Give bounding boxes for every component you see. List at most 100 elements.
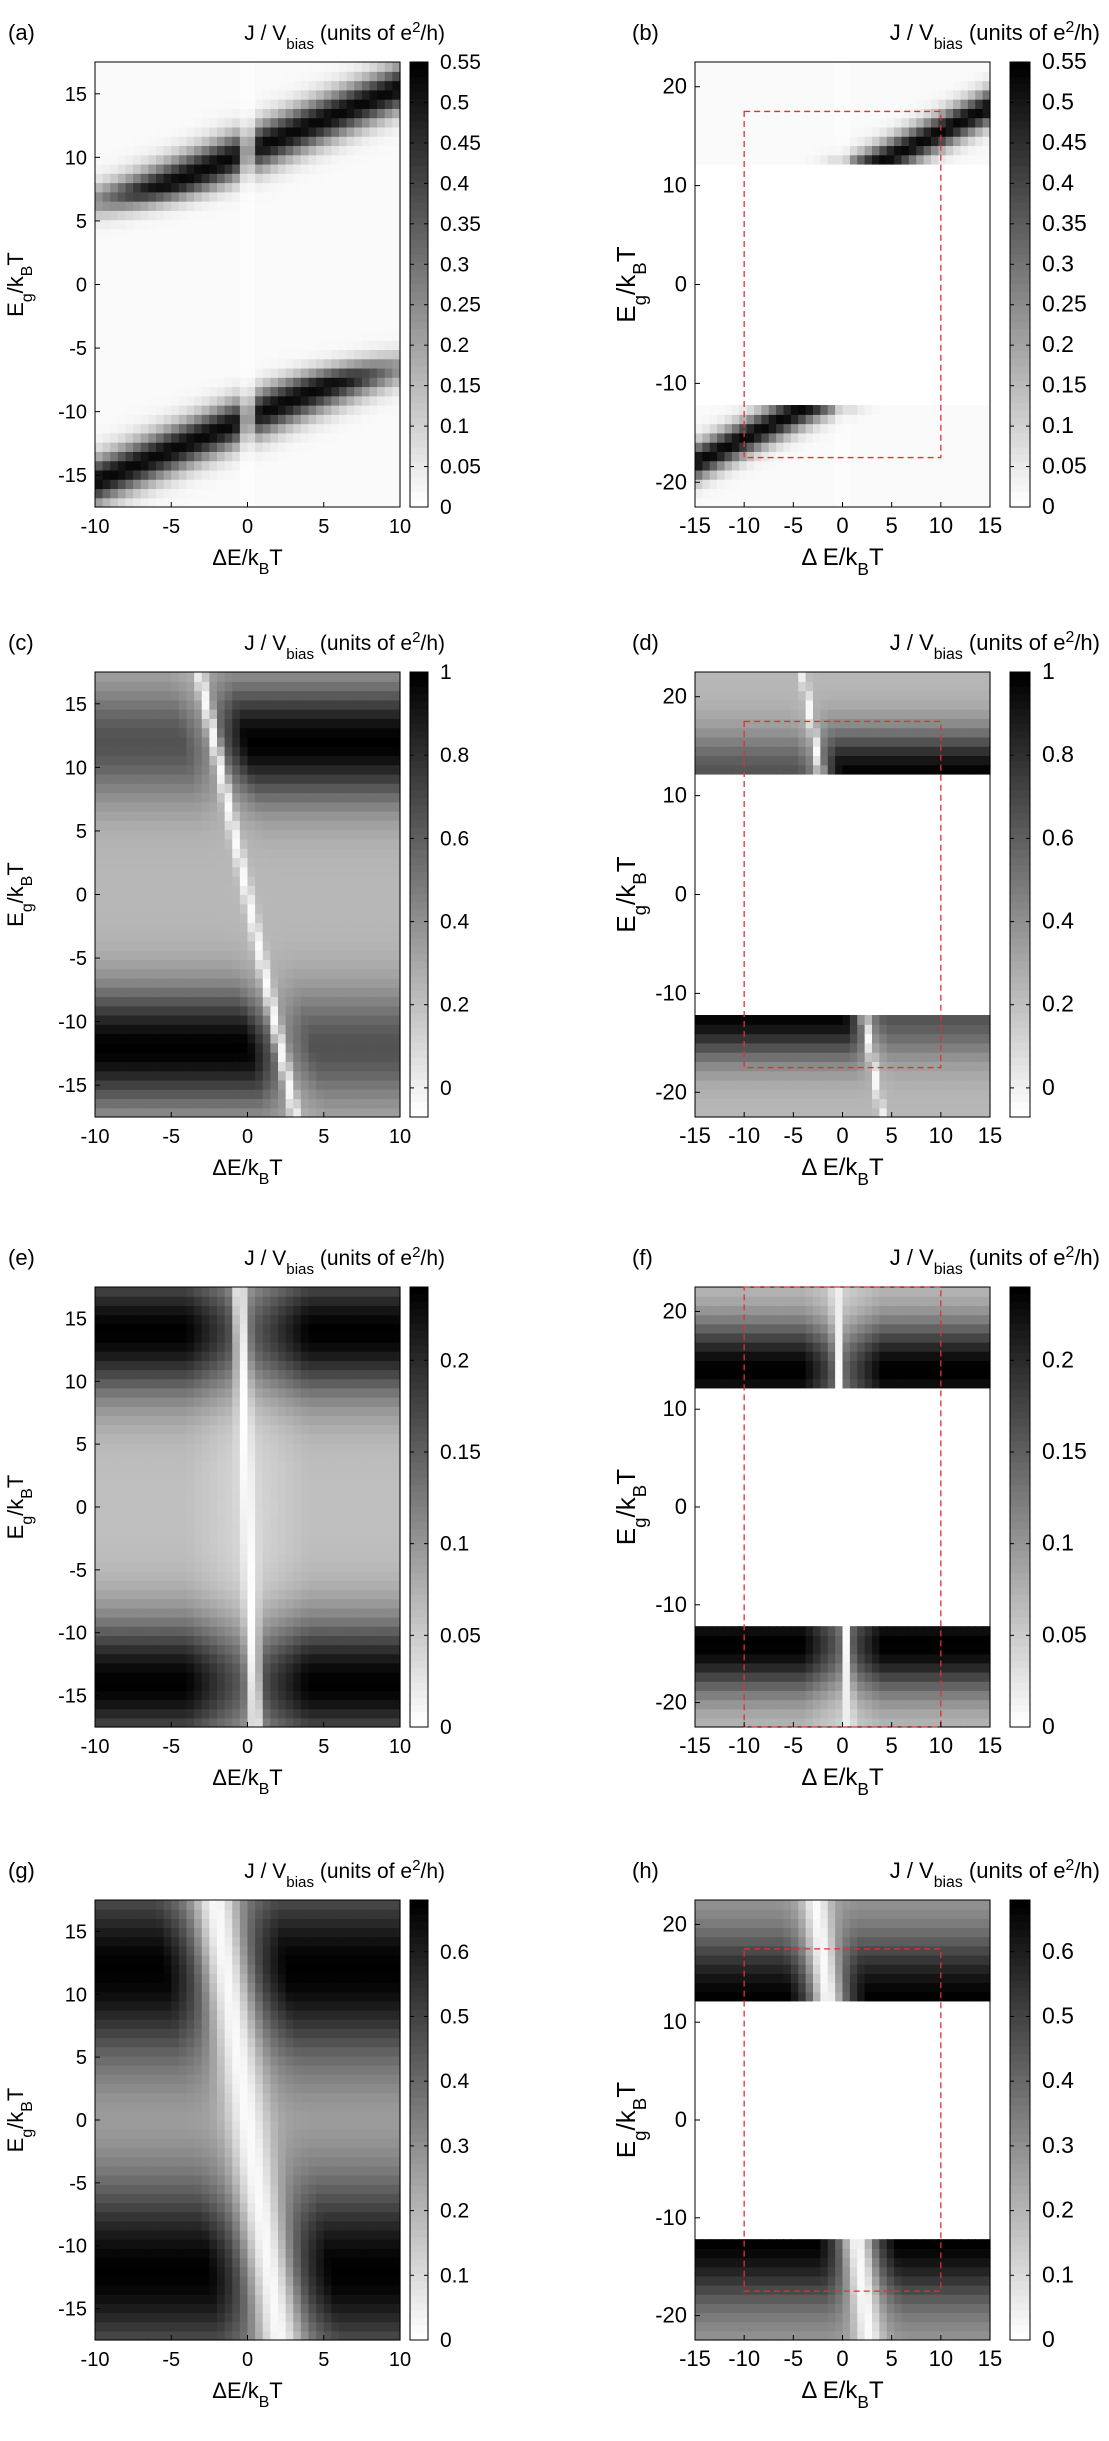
heatmap-cell — [117, 1052, 127, 1062]
heatmap-cell — [178, 163, 188, 174]
heatmap-cell — [232, 885, 241, 896]
heatmap-cell — [768, 497, 777, 508]
heatmap-cell — [239, 136, 249, 147]
heatmap-cell — [247, 275, 256, 286]
heatmap-cell — [102, 460, 111, 471]
heatmap-cell — [209, 99, 218, 109]
heatmap-cell — [171, 987, 180, 998]
heatmap-cell — [805, 451, 814, 462]
heatmap-cell — [316, 284, 325, 295]
heatmap-cell — [133, 451, 142, 462]
heatmap-cell — [285, 386, 294, 397]
heatmap-cell — [110, 154, 119, 165]
heatmap-cell — [982, 99, 991, 109]
heatmap-cell — [247, 857, 256, 868]
heatmap-cell — [217, 1107, 226, 1118]
y-tick-label: -5 — [69, 948, 87, 970]
heatmap-cell — [392, 848, 401, 859]
heatmap-cell — [209, 681, 218, 692]
heatmap-cell — [163, 866, 172, 877]
heatmap-cell — [163, 1005, 172, 1016]
heatmap-cell — [384, 1033, 393, 1044]
heatmap-cell — [209, 977, 218, 988]
heatmap-cell — [163, 699, 172, 710]
heatmap-cell — [392, 367, 401, 378]
heatmap-cell — [300, 699, 310, 710]
heatmap-cell — [148, 672, 157, 682]
heatmap-cell — [247, 136, 256, 147]
heatmap-cell — [790, 488, 799, 499]
heatmap-cell — [163, 820, 172, 831]
heatmap-cell — [285, 62, 294, 72]
heatmap-cell — [255, 201, 264, 211]
heatmap-cell — [148, 330, 157, 341]
heatmap-cell — [140, 126, 149, 137]
heatmap-cell — [186, 321, 195, 332]
heatmap-cell — [232, 358, 241, 369]
heatmap-cell — [232, 690, 241, 701]
heatmap-cell — [975, 99, 984, 109]
heatmap-cell — [754, 405, 762, 415]
colorbar-step — [410, 484, 428, 493]
heatmap-cell — [975, 405, 984, 415]
heatmap-cell — [217, 922, 226, 933]
heatmap-cell — [746, 71, 755, 82]
heatmap-cell — [731, 497, 740, 508]
heatmap-cell — [308, 405, 317, 415]
heatmap-cell — [285, 866, 294, 877]
heatmap-cell — [331, 801, 340, 812]
heatmap-cell — [163, 1042, 172, 1053]
heatmap-cell — [270, 312, 279, 323]
heatmap-cell — [879, 451, 888, 462]
heatmap-cell — [110, 727, 119, 738]
heatmap-cell — [156, 89, 165, 100]
heatmap-cell — [201, 367, 210, 378]
heatmap-cell — [125, 950, 134, 960]
heatmap-cell — [255, 783, 264, 794]
heatmap-cell — [148, 1015, 157, 1025]
heatmap-cell — [886, 145, 895, 156]
heatmap-cell — [186, 848, 195, 859]
heatmap-cell — [278, 377, 287, 388]
colorbar-step — [410, 418, 428, 427]
colorbar-step — [1010, 202, 1030, 211]
heatmap-cell — [323, 330, 332, 341]
heatmap-cell — [178, 727, 188, 738]
heatmap-cell — [731, 432, 740, 443]
heatmap-cell — [255, 238, 264, 249]
heatmap-cell — [300, 903, 310, 914]
heatmap-cell — [369, 321, 378, 332]
heatmap-cell — [148, 1089, 157, 1100]
heatmap-cell — [117, 709, 127, 719]
heatmap-cell — [384, 690, 393, 701]
heatmap-cell — [953, 126, 962, 137]
heatmap-cell — [392, 931, 401, 942]
heatmap-cell — [95, 303, 104, 313]
heatmap-cell — [247, 210, 256, 221]
heatmap-cell — [702, 80, 711, 91]
heatmap-cell — [354, 1042, 363, 1053]
heatmap-cell — [776, 479, 785, 490]
heatmap-cell — [813, 126, 821, 137]
colorbar-step — [410, 121, 428, 130]
heatmap-cell — [724, 414, 733, 425]
heatmap-cell — [163, 987, 172, 998]
heatmap-cell — [331, 136, 340, 147]
heatmap-cell — [270, 1061, 279, 1072]
heatmap-cell — [163, 349, 172, 360]
heatmap-cell — [300, 451, 310, 462]
heatmap-cell — [316, 959, 325, 970]
heatmap-cell — [300, 126, 310, 137]
heatmap-cell — [255, 89, 264, 100]
heatmap-cell — [346, 479, 355, 490]
heatmap-cell — [864, 126, 873, 137]
heatmap-cell — [217, 284, 226, 295]
heatmap-cell — [117, 885, 127, 896]
heatmap-cell — [255, 1061, 264, 1072]
heatmap-cell — [754, 62, 762, 72]
heatmap-cell — [255, 349, 264, 360]
heatmap-cell — [361, 154, 371, 165]
heatmap-cell — [790, 80, 799, 91]
heatmap-cell — [908, 62, 917, 72]
colorbar-step — [410, 410, 428, 419]
